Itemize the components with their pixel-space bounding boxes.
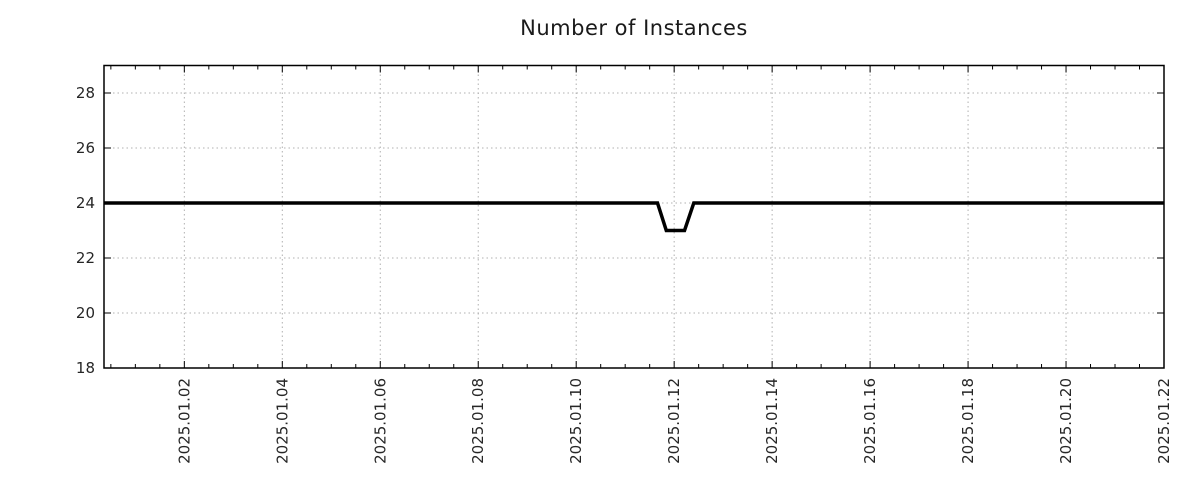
y-tick-label: 24 (76, 194, 95, 212)
y-tick-label: 28 (76, 84, 95, 102)
x-tick-label: 2025.01.10 (567, 378, 585, 464)
x-tick-label: 2025.01.20 (1057, 378, 1075, 464)
x-tick-label: 2025.01.12 (665, 378, 683, 464)
y-tick-label: 22 (76, 249, 95, 267)
x-tick-label: 2025.01.18 (959, 378, 977, 464)
series-line (104, 201, 1164, 233)
y-tick-label: 20 (76, 304, 95, 322)
x-tick-label: 2025.01.06 (371, 378, 389, 464)
y-tick-label: 26 (76, 139, 95, 157)
x-tick-label: 2025.01.22 (1155, 378, 1173, 464)
x-tick-label: 2025.01.04 (273, 378, 291, 464)
x-tick-label: 2025.01.14 (763, 378, 781, 464)
x-tick-label: 2025.01.16 (861, 378, 879, 464)
chart-title: Number of Instances (520, 16, 748, 40)
x-tick-label: 2025.01.02 (175, 378, 193, 464)
y-tick-label: 18 (76, 359, 95, 377)
plot-border (103, 64, 1165, 369)
x-tick-label: 2025.01.08 (469, 378, 487, 464)
